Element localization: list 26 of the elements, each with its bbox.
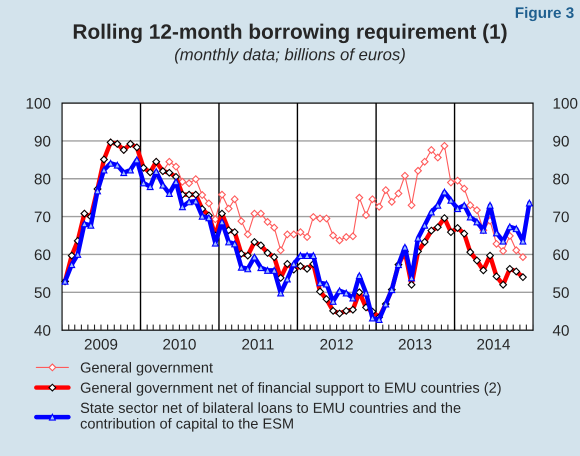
y-tick-label: 80 — [34, 174, 50, 184]
y-tick-label: 50 — [34, 287, 50, 298]
x-tick-label: 2013 — [398, 338, 432, 350]
chart-subtitle: (monthly data; billions of euros) — [174, 48, 405, 64]
x-tick-label: 2014 — [477, 338, 510, 350]
y-tick-label: 100 — [26, 98, 50, 109]
y2-tick-label: 70 — [553, 211, 569, 222]
legend-label: General government — [80, 362, 213, 376]
y2-tick-label: 80 — [553, 174, 569, 184]
y2-tick-label: 100 — [554, 98, 578, 109]
caption: Figure 3 — [516, 6, 574, 22]
chart-title: Rolling 12-month borrowing requirement (1) — [74, 24, 507, 44]
y2-tick-label: 60 — [553, 249, 569, 260]
y2-tick-label: 50 — [553, 287, 569, 298]
x-tick-label: 2011 — [242, 338, 274, 350]
y2-tick-label: 90 — [553, 136, 569, 147]
x-tick-label: 2012 — [320, 338, 353, 350]
x-tick-label: 2009 — [84, 338, 118, 350]
legend-label: State sector net of bilateral loans to EMU countries and the contribution of capital to the ESM — [80, 402, 460, 432]
x-tick-label: 2010 — [163, 338, 196, 350]
y-tick-label: 60 — [34, 249, 50, 260]
legend-label: General government net of financial support to EMU countries (2) — [80, 382, 501, 396]
y2-tick-label: 40 — [552, 325, 569, 336]
y-tick-label: 90 — [34, 136, 50, 147]
y-tick-label: 70 — [34, 211, 50, 222]
y-tick-label: 40 — [34, 325, 50, 336]
